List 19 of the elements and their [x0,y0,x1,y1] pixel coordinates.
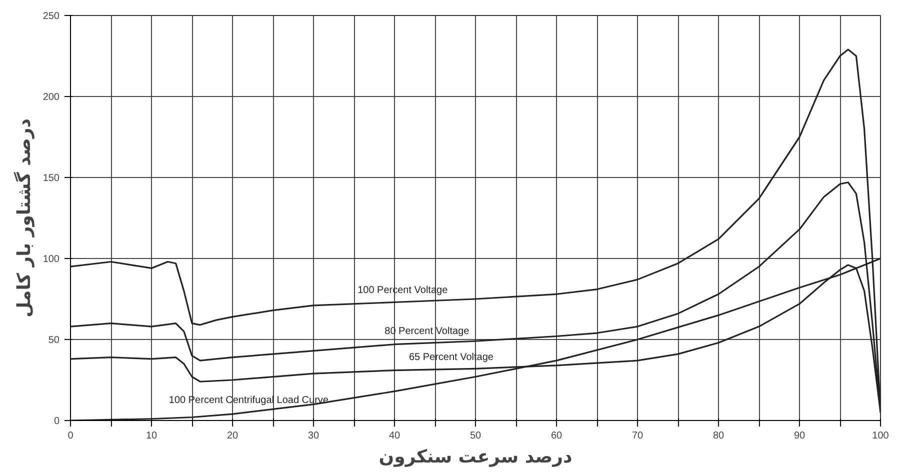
y-tick-label: 250 [42,11,60,22]
x-tick-label: 80 [712,430,724,442]
y-axis-title: درصد گشتاور بار کامل [12,118,35,318]
x-tick-label: 0 [68,430,74,442]
x-tick-label: 10 [146,430,158,442]
x-tick-label: 20 [226,430,238,442]
x-tick-label: 90 [794,430,806,442]
y-tick-label: 200 [42,92,60,103]
y-tick-label: 50 [48,335,60,346]
y-tick-label: 150 [42,173,60,184]
x-axis-title: درصد سرعت سنکرون [378,446,572,468]
y-tick-label: 0 [54,416,60,427]
x-tick-label: 60 [550,430,562,442]
y-tick-label: 100 [42,254,60,265]
x-tick-label: 70 [632,430,644,442]
x-tick-label: 40 [388,430,400,442]
x-tick-label: 100 [872,430,890,442]
x-tick-label: 50 [470,430,482,442]
x-tick-label: 30 [308,430,320,442]
